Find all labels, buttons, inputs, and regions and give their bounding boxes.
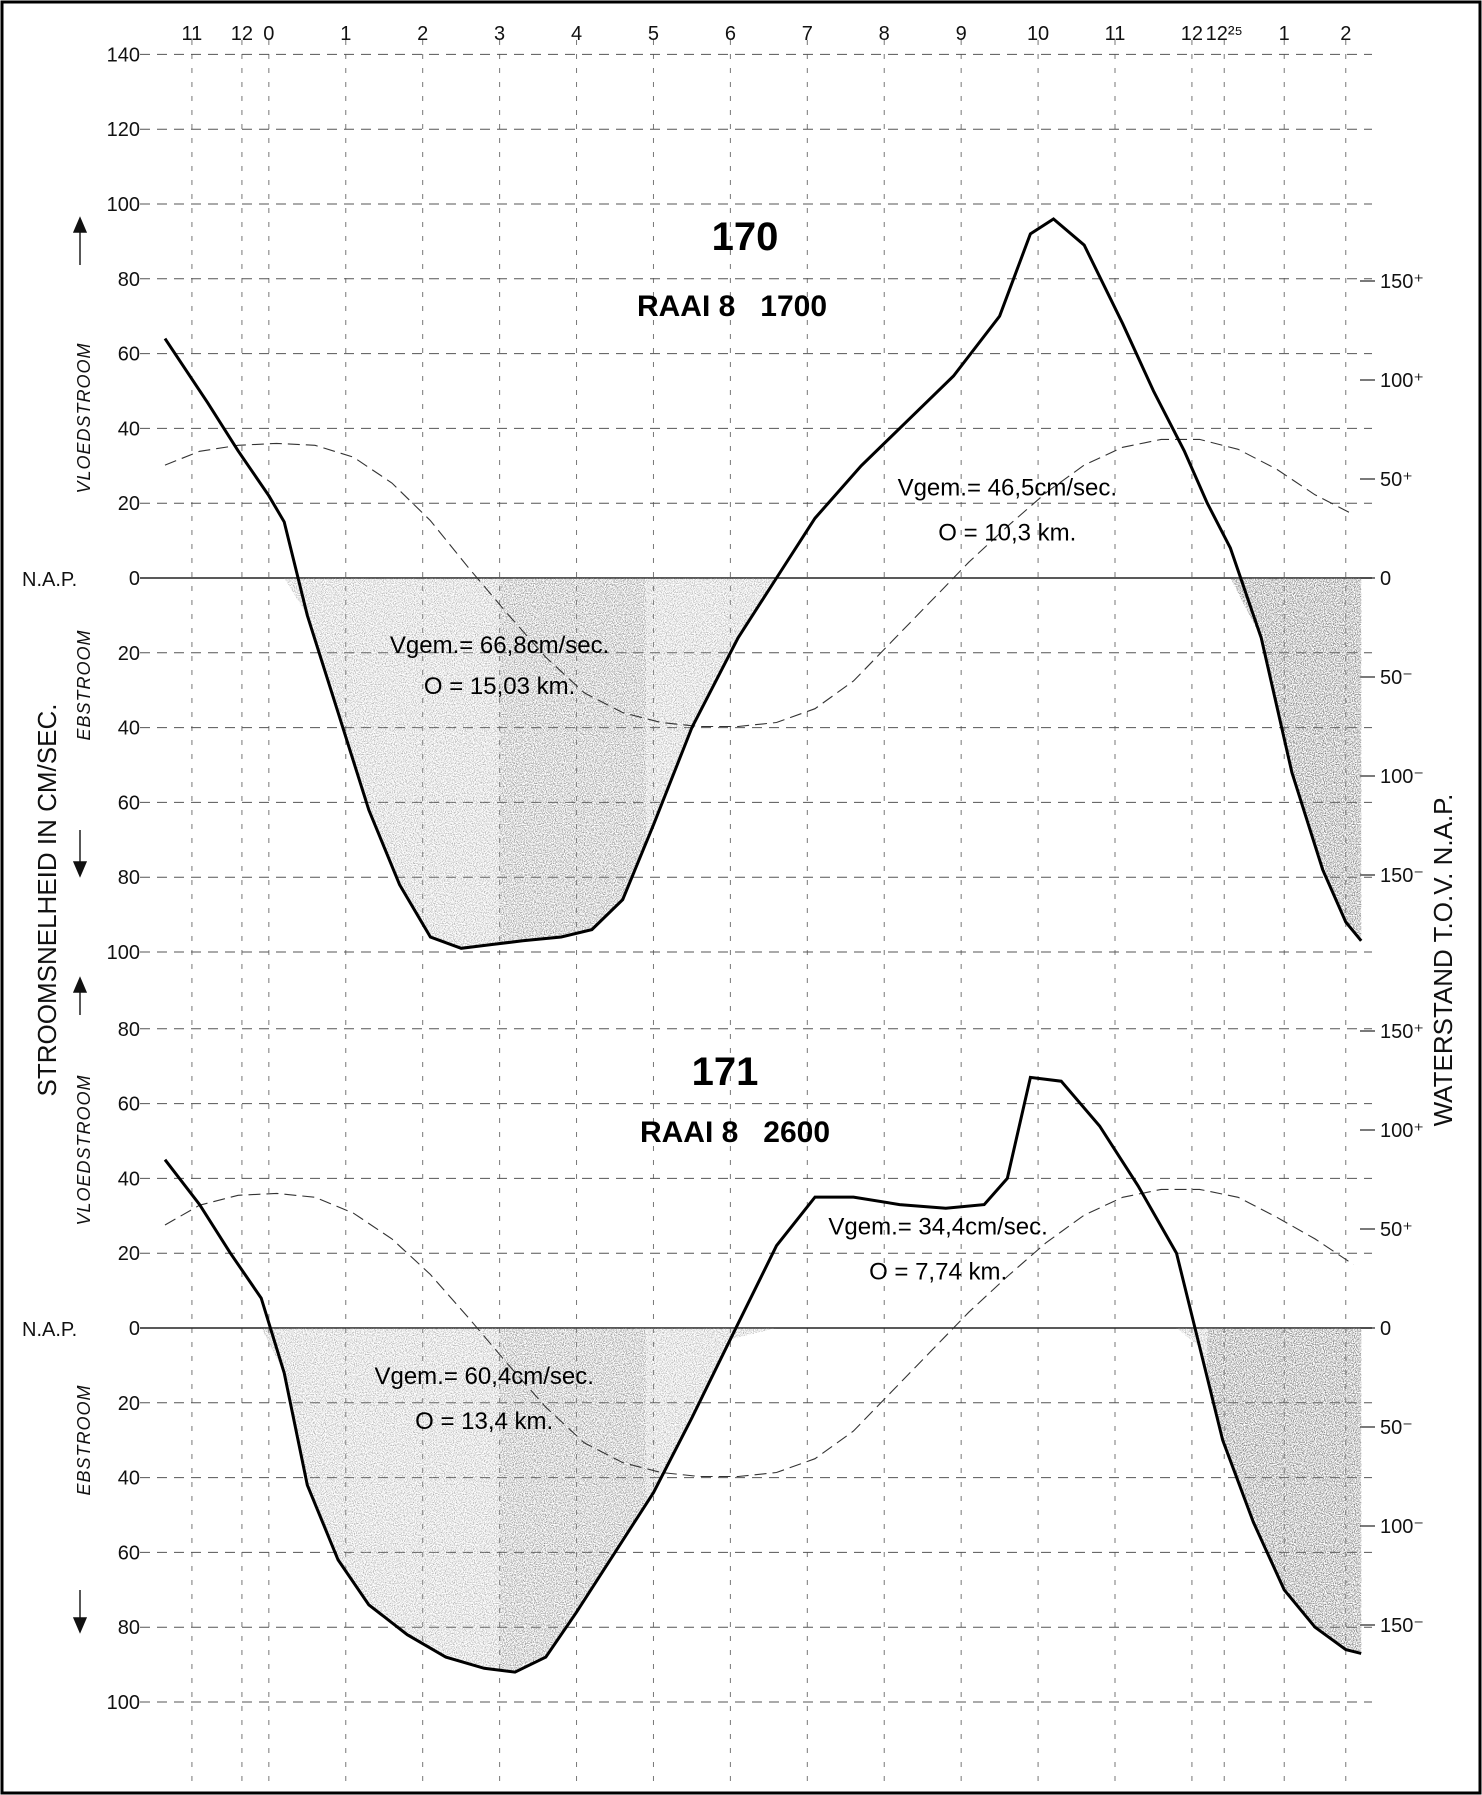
y-tick-label: 40: [118, 1168, 140, 1190]
water-level-tick-label: 50⁺: [1380, 1219, 1413, 1241]
panel-2-flood-distance: O = 7,74 km.: [869, 1258, 1007, 1285]
top-hour-tick: 12: [231, 23, 253, 45]
y-tick-label: 100: [107, 194, 140, 216]
water-level-tick-label: 150⁻: [1380, 865, 1424, 887]
tick-labels: 11 12 0 1 2 3 4 5 6 7 8 9 10 11 12 12²⁵ 1 214012010080604…: [107, 23, 1424, 1714]
y-tick-label: 80: [118, 269, 140, 291]
top-hour-tick: 3: [494, 23, 505, 45]
panel-1-flood-distance: O = 10,3 km.: [938, 520, 1076, 547]
panel-1-ebb-label: EBSTROOM: [74, 629, 94, 740]
y-tick-label: 80: [118, 1617, 140, 1639]
y-tick-label: 100: [107, 1692, 140, 1714]
water-level-tick-label: 50⁻: [1380, 1417, 1413, 1439]
y-tick-label: 40: [118, 718, 140, 740]
panel-2-ebb-distance: O = 13,4 km.: [415, 1408, 553, 1435]
top-hour-tick: 12: [1181, 23, 1203, 45]
right-axis-title: WATERSTAND T.O.V. N.A.P.: [1428, 794, 1458, 1127]
arrow-up-icon: [72, 976, 88, 993]
water-level-tick-label: 50⁺: [1380, 469, 1413, 491]
panel-2-nap-label: N.A.P.: [22, 1319, 77, 1341]
y-tick-label: 20: [118, 493, 140, 515]
top-hour-tick: 11: [182, 23, 203, 45]
y-tick-label: 40: [118, 418, 140, 440]
y-tick-label: 60: [118, 1542, 140, 1564]
top-hour-tick: 10: [1027, 23, 1049, 45]
panel-1-subtitle: RAAI 8 1700: [637, 290, 827, 323]
top-hour-tick: 7: [802, 23, 813, 45]
top-hour-tick: 2: [417, 23, 428, 45]
top-hour-tick: 1: [1279, 23, 1290, 45]
y-tick-label: 60: [118, 792, 140, 814]
top-hour-tick: 12²⁵: [1206, 23, 1243, 45]
top-hour-tick: 5: [648, 23, 659, 45]
panel-1-ebb-distance: O = 15,03 km.: [424, 673, 575, 700]
water-level-tick-label: 150⁺: [1380, 1021, 1424, 1043]
water-level-tick-label: 0: [1380, 1318, 1391, 1340]
left-axis-title: STROOMSNELHEID IN CM/SEC.: [32, 704, 62, 1097]
curves: [163, 217, 1363, 1674]
y-tick-label: 20: [118, 643, 140, 665]
arrow-down-icon: [72, 1617, 88, 1634]
panel-2-subtitle: RAAI 8 2600: [640, 1116, 830, 1149]
top-hour-tick: 9: [956, 23, 967, 45]
panel-2-flood-label: VLOEDSTROOM: [74, 1074, 94, 1225]
water-level-tick-label: 100⁻: [1380, 1516, 1424, 1538]
y-tick-label: 100: [107, 942, 140, 964]
panel-2-ebb-mean-velocity: Vgem.= 60,4cm/sec.: [374, 1363, 593, 1390]
water-level-tick-label: 0: [1380, 568, 1391, 590]
panel-2-flood-mean-velocity: Vgem.= 34,4cm/sec.: [828, 1214, 1047, 1241]
panel-1-ebb-mean-velocity: Vgem.= 66,8cm/sec.: [390, 632, 609, 659]
water-level-curve: [164, 1188, 1354, 1478]
arrow-up-icon: [72, 216, 88, 233]
top-hour-tick: 4: [571, 23, 582, 45]
y-tick-label: 140: [107, 44, 140, 66]
current-velocity-curve: [163, 1075, 1362, 1674]
panel-1-nap-label: N.A.P.: [22, 569, 77, 591]
y-tick-label: 0: [129, 568, 140, 590]
water-level-tick-label: 150⁺: [1380, 271, 1424, 293]
top-hour-tick: 0: [263, 23, 274, 45]
current-velocity-curve: [163, 217, 1363, 950]
water-level-curve: [164, 438, 1354, 728]
top-hour-tick: 2: [1340, 23, 1351, 45]
water-level-tick-label: 150⁻: [1380, 1615, 1424, 1637]
y-tick-label: 120: [107, 119, 140, 141]
y-tick-label: 80: [118, 867, 140, 889]
water-level-tick-label: 100⁺: [1380, 1120, 1424, 1142]
panel-2-ebb-label: EBSTROOM: [74, 1384, 94, 1495]
top-hour-tick: 11: [1105, 23, 1126, 45]
top-hour-tick: 1: [340, 23, 351, 45]
panel-1-flood-mean-velocity: Vgem.= 46,5cm/sec.: [898, 475, 1117, 502]
y-tick-label: 80: [118, 1019, 140, 1041]
direction-arrows: [72, 216, 88, 1634]
y-tick-label: 0: [129, 1318, 140, 1340]
panel-1-flood-label: VLOEDSTROOM: [74, 342, 94, 493]
water-level-tick-label: 100⁻: [1380, 766, 1424, 788]
water-level-tick-label: 100⁺: [1380, 370, 1424, 392]
y-tick-label: 20: [118, 1243, 140, 1265]
y-tick-label: 60: [118, 344, 140, 366]
top-hour-tick: 6: [725, 23, 736, 45]
water-level-tick-label: 50⁻: [1380, 667, 1413, 689]
arrow-down-icon: [72, 861, 88, 878]
y-tick-label: 40: [118, 1468, 140, 1490]
panel-2-title: 171: [692, 1050, 759, 1094]
y-tick-label: 60: [118, 1094, 140, 1116]
top-hour-tick: 8: [879, 23, 890, 45]
y-tick-label: 20: [118, 1393, 140, 1415]
panel-1-title: 170: [712, 215, 779, 259]
